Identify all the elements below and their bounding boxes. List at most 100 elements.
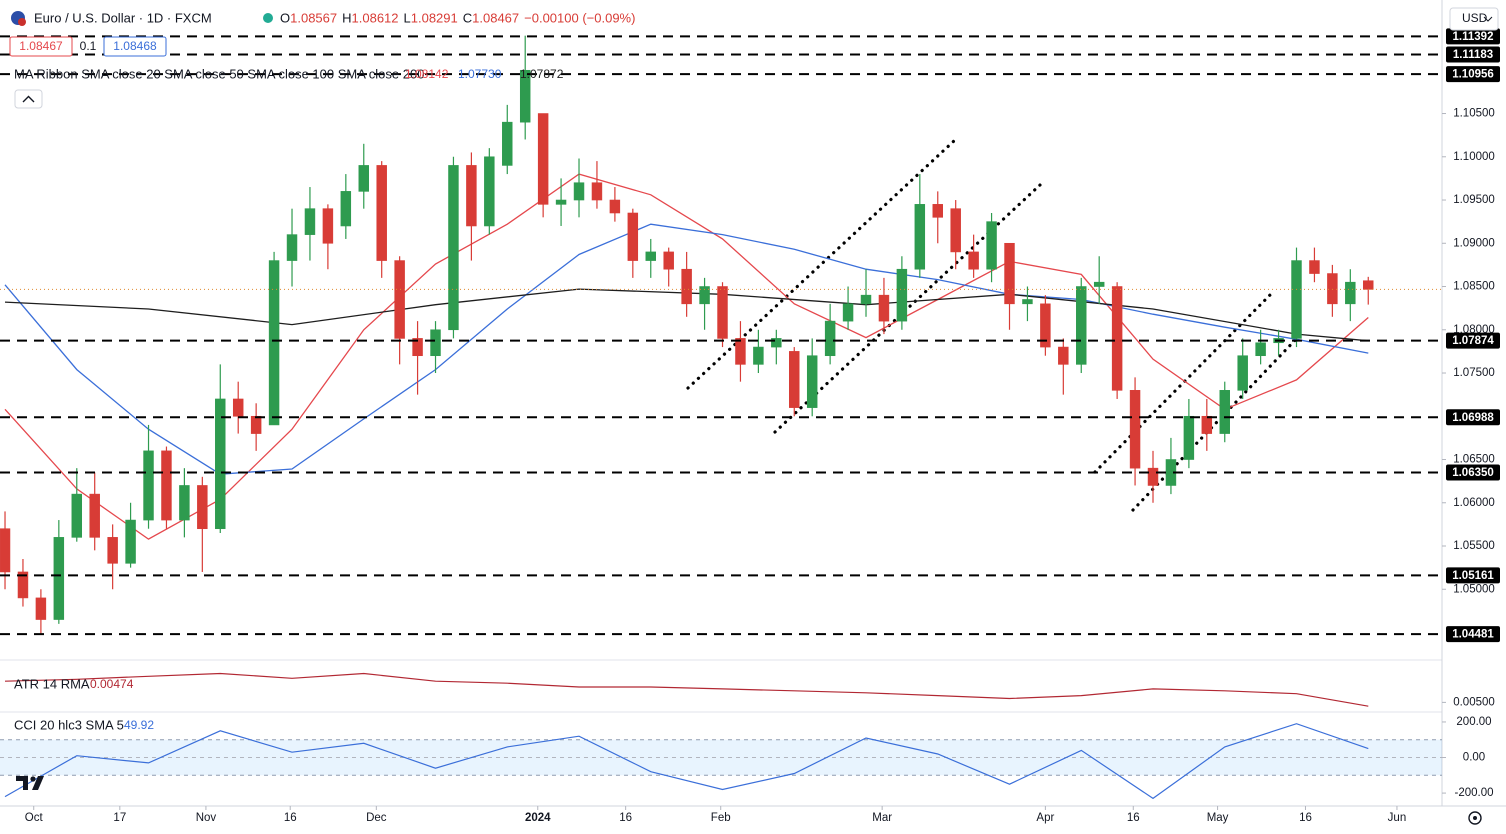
settings-icon[interactable]: [1468, 811, 1482, 825]
ma-legend-values: 1.08142 1.07730 1.07872: [405, 67, 564, 81]
ma-value: 1.07872: [520, 67, 564, 81]
x-tick-label: Feb: [711, 812, 731, 824]
cci-label: CCI 20 hlc3 SMA 5: [14, 717, 124, 732]
level-label-box: [1446, 567, 1500, 584]
candle-body: [250, 415, 262, 434]
y-tick-label: 1.08500: [1453, 281, 1495, 293]
market-status: [263, 13, 273, 23]
candle-body: [1309, 260, 1320, 274]
candle-body: [896, 268, 908, 322]
candle-body: [681, 268, 692, 305]
candle-body: [1058, 346, 1069, 365]
candle-body: [806, 355, 818, 408]
y-tick-label: 1.09000: [1453, 237, 1495, 249]
atr-tick-label: 0.00500: [1453, 696, 1495, 708]
ohlc-key: L: [404, 10, 411, 25]
candle-body: [143, 450, 154, 521]
candle-body: [376, 165, 387, 261]
cci-tick-label: 200.00: [1456, 716, 1491, 728]
candle-body: [1327, 273, 1338, 305]
level-label-box: [1446, 28, 1500, 45]
atr-line: [4, 672, 1369, 707]
buy-box[interactable]: [103, 36, 167, 57]
candle-body: [1201, 415, 1213, 434]
level-label-box: [1446, 409, 1500, 426]
ohlc-value: 1.08567: [290, 10, 337, 25]
ohlc-value: 1.08467: [472, 10, 519, 25]
ohlc-value: 1.08612: [352, 10, 399, 25]
candle-body: [1237, 355, 1248, 391]
y-tick-label: 1.10500: [1453, 108, 1495, 120]
candle-body: [17, 571, 29, 599]
y-tick-label: 1.05500: [1453, 540, 1495, 552]
candle-body: [197, 485, 208, 530]
ohlc-key: H: [342, 10, 351, 25]
candle-body: [161, 450, 172, 521]
level-label-box: [1446, 464, 1500, 481]
candle-body: [71, 493, 83, 538]
level-label-box: [1446, 46, 1500, 63]
level-label: 1.06988: [1452, 412, 1494, 424]
candle-body: [179, 485, 190, 521]
cci-tick-label: -200.00: [1454, 787, 1493, 799]
candle-body: [932, 204, 943, 218]
candle-body: [53, 537, 65, 620]
candle-body: [627, 212, 639, 261]
moving-average: [4, 223, 1369, 475]
candle-body: [1345, 281, 1356, 305]
x-tick-label: 16: [284, 812, 297, 824]
candle-body: [968, 251, 979, 270]
candle-body: [125, 519, 136, 564]
candle-body: [1111, 286, 1123, 391]
candle-body: [1022, 299, 1033, 305]
atr-value: 0.00474: [90, 677, 134, 691]
candle-body: [448, 165, 459, 331]
y-tick-label: 1.05000: [1453, 583, 1495, 595]
candle-body: [753, 346, 764, 365]
candle-body: [1291, 260, 1302, 339]
currency-caret: [1483, 16, 1493, 22]
level-label-box: [1446, 332, 1500, 349]
cci-value: 49.92: [124, 718, 154, 732]
candle-body: [735, 338, 746, 365]
candle-body: [430, 329, 441, 357]
candle-body: [555, 199, 567, 205]
level-label-box: [1446, 66, 1500, 83]
candle-body: [591, 182, 603, 201]
candle-body: [950, 208, 961, 253]
level-label: 1.04481: [1452, 629, 1494, 641]
settings-icon-core: [1473, 816, 1477, 820]
x-tick-label: Oct: [25, 812, 44, 824]
candle-body: [986, 221, 997, 270]
y-tick-label: 1.06500: [1453, 454, 1495, 466]
currency-button[interactable]: [1449, 7, 1499, 31]
level-label: 1.11183: [1453, 49, 1493, 61]
x-tick-label: 17: [113, 812, 126, 824]
channel-line: [1131, 333, 1302, 512]
x-tick-label: Dec: [366, 812, 387, 824]
level-label: 1.05161: [1452, 570, 1494, 582]
candle-body: [914, 204, 926, 270]
candle-body: [1219, 390, 1230, 434]
candle-body: [1093, 281, 1105, 287]
candle-body: [771, 338, 782, 348]
candle-body: [860, 294, 872, 305]
candle-body: [789, 351, 800, 408]
sell-box[interactable]: [9, 36, 73, 57]
candle-body: [215, 398, 226, 530]
candle-body: [645, 251, 656, 261]
candle-body: [1129, 390, 1141, 469]
candle-body: [1040, 303, 1051, 348]
ohlc-value: 1.08291: [411, 10, 458, 25]
candle-body: [824, 320, 836, 357]
x-tick-label: Nov: [196, 812, 217, 824]
candle-body: [394, 260, 405, 339]
candle-body: [573, 182, 585, 201]
candle-body: [699, 286, 710, 305]
symbol-title: Euro / U.S. Dollar · 1D · FXCM: [34, 10, 212, 25]
sell-price: 1.08467: [19, 39, 63, 53]
x-tick-label: 16: [1127, 812, 1140, 824]
collapse-button[interactable]: [14, 89, 43, 109]
candle-body: [35, 597, 47, 620]
